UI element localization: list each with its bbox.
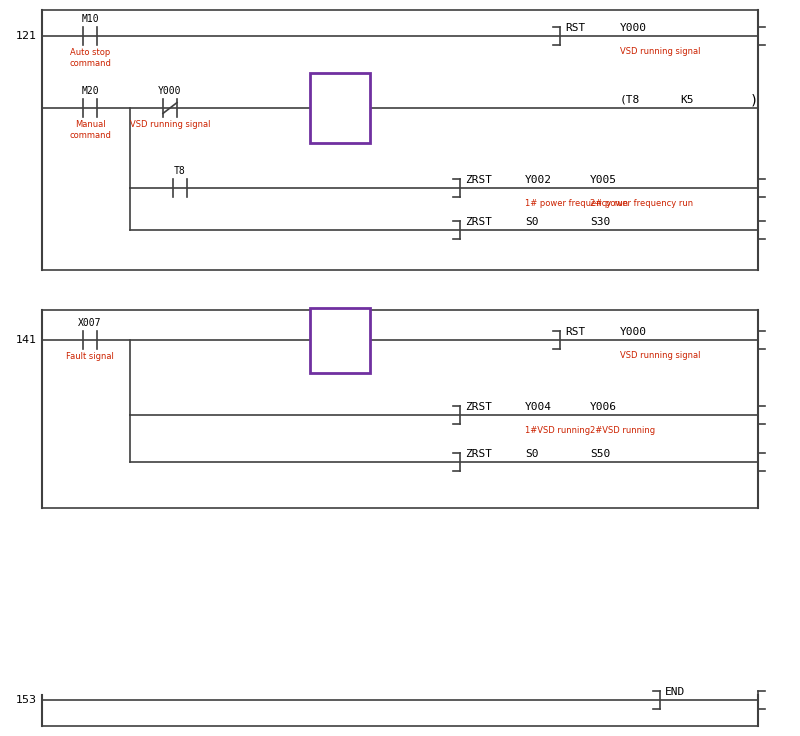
Text: END: END — [665, 687, 686, 697]
Text: 1#VSD running: 1#VSD running — [525, 426, 590, 435]
Text: Y000: Y000 — [620, 327, 647, 337]
Text: T8: T8 — [174, 166, 186, 176]
Text: 121: 121 — [16, 31, 37, 41]
Bar — [310, 73, 370, 143]
Text: ZRST: ZRST — [465, 402, 492, 412]
Text: Y006: Y006 — [590, 402, 617, 412]
Text: M20: M20 — [81, 86, 99, 96]
Text: RST: RST — [565, 327, 586, 337]
Text: S30: S30 — [590, 217, 610, 227]
Text: S50: S50 — [590, 449, 610, 459]
Text: (T8: (T8 — [620, 95, 640, 105]
Text: 1# power frequency run: 1# power frequency run — [525, 199, 628, 208]
Text: Manual
command: Manual command — [69, 120, 111, 140]
Bar — [310, 308, 370, 372]
Text: 2#VSD running: 2#VSD running — [590, 426, 655, 435]
Text: VSD running signal: VSD running signal — [620, 47, 701, 56]
Text: S0: S0 — [525, 449, 538, 459]
Text: K5: K5 — [680, 95, 694, 105]
Text: ZRST: ZRST — [465, 449, 492, 459]
Text: VSD running signal: VSD running signal — [620, 351, 701, 360]
Text: X007: X007 — [78, 318, 102, 328]
Text: Y000: Y000 — [620, 23, 647, 33]
Text: ): ) — [750, 93, 758, 107]
Text: Fault signal: Fault signal — [66, 352, 114, 361]
Text: ZRST: ZRST — [465, 217, 492, 227]
Text: ZRST: ZRST — [465, 175, 492, 185]
Text: M10: M10 — [81, 14, 99, 24]
Text: Y005: Y005 — [590, 175, 617, 185]
Text: Y002: Y002 — [525, 175, 552, 185]
Text: 153: 153 — [16, 695, 37, 705]
Text: 141: 141 — [16, 335, 37, 345]
Text: Auto stop
command: Auto stop command — [69, 48, 111, 68]
Text: VSD running signal: VSD running signal — [130, 120, 210, 129]
Text: Y004: Y004 — [525, 402, 552, 412]
Text: S0: S0 — [525, 217, 538, 227]
Text: Y000: Y000 — [158, 86, 182, 96]
Text: 2# power frequency run: 2# power frequency run — [590, 199, 693, 208]
Text: RST: RST — [565, 23, 586, 33]
